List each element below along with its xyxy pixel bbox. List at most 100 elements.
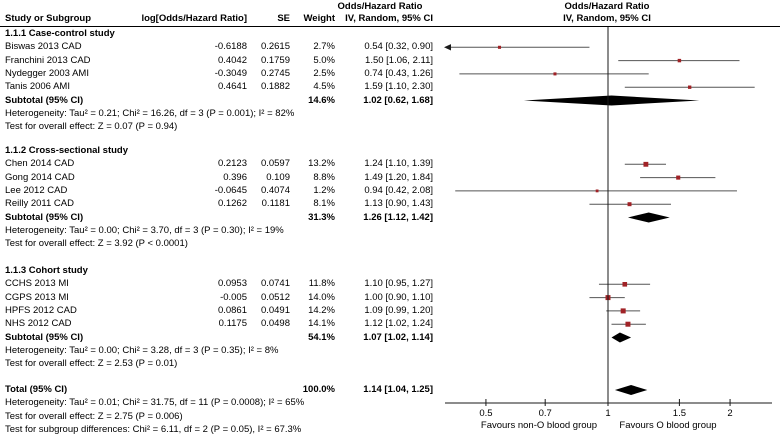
ci-line bbox=[444, 44, 590, 51]
study-weight: 2.7% bbox=[313, 41, 335, 53]
study-ci-text: 1.10 [0.95, 1.27] bbox=[364, 278, 433, 290]
effect-marker bbox=[627, 202, 632, 207]
study-row: Reilly 2011 CAD 0.1262 0.1181 8.1% 1.13 [0.9… bbox=[0, 198, 780, 210]
subtotal-label: Subtotal (95% CI) bbox=[5, 94, 84, 106]
total-heterogeneity-note-text: Heterogeneity: Tau² = 0.01; Chi² = 31.75… bbox=[5, 397, 305, 409]
study-se: 0.109 bbox=[266, 171, 290, 183]
overall-test-note: Test for overall effect: Z = 3.92 (P < 0… bbox=[0, 238, 780, 250]
study-log-ratio: 0.1262 bbox=[217, 198, 247, 210]
study-label: NHS 2012 CAD bbox=[5, 318, 72, 330]
study-ci-text: 1.13 [0.90, 1.43] bbox=[364, 198, 433, 210]
study-row: Chen 2014 CAD 0.2123 0.0597 13.2% 1.24 [1.10… bbox=[0, 158, 780, 170]
study-label: Gong 2014 CAD bbox=[5, 171, 75, 183]
subtotal-ci-text: 1.26 [1.12, 1.42] bbox=[363, 211, 433, 223]
study-weight: 1.2% bbox=[313, 184, 335, 196]
study-weight: 8.1% bbox=[313, 198, 335, 210]
study-row: CCHS 2013 MI 0.0953 0.0741 11.8% 1.10 [0.95,… bbox=[0, 278, 780, 290]
heterogeneity-note: Heterogeneity: Tau² = 0.00; Chi² = 3.70,… bbox=[0, 225, 780, 237]
subgroup-differences-note: Test for subgroup differences: Chi² = 6.… bbox=[0, 424, 780, 436]
effect-marker bbox=[553, 72, 557, 76]
study-ci-text: 1.09 [0.99, 1.20] bbox=[364, 304, 433, 316]
subtotal-ci-text: 1.07 [1.02, 1.14] bbox=[363, 331, 433, 343]
study-ci-text: 1.49 [1.20, 1.84] bbox=[364, 171, 433, 183]
study-weight: 13.2% bbox=[308, 158, 335, 170]
study-row: HPFS 2012 CAD 0.0861 0.0491 14.2% 1.09 [0.99… bbox=[0, 305, 780, 317]
total-overall-test-note-text: Test for overall effect: Z = 2.75 (P = 0… bbox=[5, 410, 183, 422]
effect-marker bbox=[595, 189, 599, 193]
study-weight: 14.1% bbox=[308, 318, 335, 330]
axis-tick-label: 0.7 bbox=[539, 408, 552, 419]
study-weight: 14.2% bbox=[308, 304, 335, 316]
plot-effect-title: Odds/Hazard Ratio bbox=[564, 1, 650, 12]
study-ci-text: 1.00 [0.90, 1.10] bbox=[364, 291, 433, 303]
total-label: Total (95% CI) bbox=[5, 384, 68, 395]
study-ci-text: 0.54 [0.32, 0.90] bbox=[364, 41, 433, 53]
heterogeneity-note: Heterogeneity: Tau² = 0.00; Chi² = 3.28,… bbox=[0, 345, 780, 357]
effect-marker bbox=[643, 161, 649, 167]
axis-tick-label: 1.5 bbox=[673, 408, 686, 419]
plot-ci-subtitle: IV, Random, 95% CI bbox=[563, 13, 651, 24]
heterogeneity-note-text: Heterogeneity: Tau² = 0.00; Chi² = 3.28,… bbox=[5, 344, 279, 356]
study-weight: 11.8% bbox=[308, 278, 335, 290]
overall-test-note-text: Test for overall effect: Z = 0.07 (P = 0… bbox=[5, 121, 178, 133]
study-label: HPFS 2012 CAD bbox=[5, 304, 77, 316]
study-label: Franchini 2013 CAD bbox=[5, 54, 91, 66]
study-log-ratio: -0.6188 bbox=[214, 41, 247, 53]
subgroup-differences-note-text: Test for subgroup differences: Chi² = 6.… bbox=[5, 423, 302, 435]
study-se: 0.0741 bbox=[260, 278, 290, 290]
study-label: Biswas 2013 CAD bbox=[5, 41, 82, 53]
study-ci-text: 1.59 [1.10, 2.30] bbox=[364, 81, 433, 93]
total-overall-test-note: Test for overall effect: Z = 2.75 (P = 0… bbox=[0, 411, 780, 423]
subtotal-diamond bbox=[523, 95, 700, 106]
study-row: Nydegger 2003 AMI -0.3049 0.2745 2.5% 0.74 [… bbox=[0, 68, 780, 80]
subtotal-weight: 31.3% bbox=[308, 211, 335, 223]
effect-marker bbox=[497, 45, 502, 49]
total-diamond bbox=[614, 385, 648, 395]
subtotal-row: Subtotal (95% CI) 54.1% 1.07 [1.02, 1.14] bbox=[0, 332, 780, 344]
effect-marker bbox=[620, 308, 626, 314]
subtotal-label: Subtotal (95% CI) bbox=[5, 331, 84, 343]
study-weight: 14.0% bbox=[308, 291, 335, 303]
study-se: 0.1759 bbox=[260, 54, 290, 66]
study-log-ratio: 0.2123 bbox=[217, 158, 247, 170]
subgroup-header-row: 1.1.2 Cross-sectional study bbox=[0, 145, 780, 157]
study-ci-text: 1.24 [1.10, 1.39] bbox=[364, 158, 433, 170]
study-weight: 2.5% bbox=[313, 67, 335, 79]
study-se: 0.0597 bbox=[260, 158, 290, 170]
study-ci-text: 1.12 [1.02, 1.24] bbox=[364, 318, 433, 330]
study-ci-text: 1.50 [1.06, 2.11] bbox=[365, 54, 433, 66]
study-se: 0.2745 bbox=[260, 67, 290, 79]
study-log-ratio: 0.0861 bbox=[217, 304, 247, 316]
study-label: CCHS 2013 MI bbox=[5, 278, 69, 290]
effect-marker bbox=[622, 281, 628, 287]
study-row: CGPS 2013 MI -0.005 0.0512 14.0% 1.00 [0.90,… bbox=[0, 292, 780, 304]
study-se: 0.0512 bbox=[260, 291, 290, 303]
overall-test-note-text: Test for overall effect: Z = 3.92 (P < 0… bbox=[5, 238, 188, 250]
study-log-ratio: -0.3049 bbox=[214, 67, 247, 79]
favours-left-label: Favours non-O blood group bbox=[481, 420, 597, 431]
study-weight: 5.0% bbox=[313, 54, 335, 66]
study-row: Lee 2012 CAD -0.0645 0.4074 1.2% 0.94 [0.42,… bbox=[0, 185, 780, 197]
subgroup-label: 1.1.3 Cohort study bbox=[5, 265, 88, 276]
study-weight: 8.8% bbox=[313, 171, 335, 183]
study-se: 0.4074 bbox=[260, 184, 290, 196]
effect-marker bbox=[677, 58, 682, 63]
study-se: 0.2615 bbox=[260, 41, 290, 53]
subgroup-header-row: 1.1.1 Case-control study bbox=[0, 28, 780, 40]
column-header-se: SE bbox=[277, 13, 290, 24]
favours-right-label: Favours O blood group bbox=[619, 420, 716, 431]
column-header-ci: IV, Random, 95% CI bbox=[345, 13, 433, 24]
study-label: Tanis 2006 AMI bbox=[5, 81, 70, 93]
axis-tick-label: 2 bbox=[727, 408, 732, 419]
subtotal-weight: 14.6% bbox=[308, 94, 335, 106]
subtotal-diamond bbox=[611, 332, 632, 343]
study-label: Lee 2012 CAD bbox=[5, 184, 68, 196]
subtotal-diamond bbox=[627, 212, 670, 223]
study-row: Tanis 2006 AMI 0.4641 0.1882 4.5% 1.59 [1.10… bbox=[0, 81, 780, 93]
study-log-ratio: -0.0645 bbox=[214, 184, 247, 196]
subgroup-label: 1.1.2 Cross-sectional study bbox=[5, 145, 129, 156]
study-label: Nydegger 2003 AMI bbox=[5, 67, 89, 79]
study-log-ratio: 0.1175 bbox=[218, 318, 247, 330]
study-label: CGPS 2013 MI bbox=[5, 291, 69, 303]
